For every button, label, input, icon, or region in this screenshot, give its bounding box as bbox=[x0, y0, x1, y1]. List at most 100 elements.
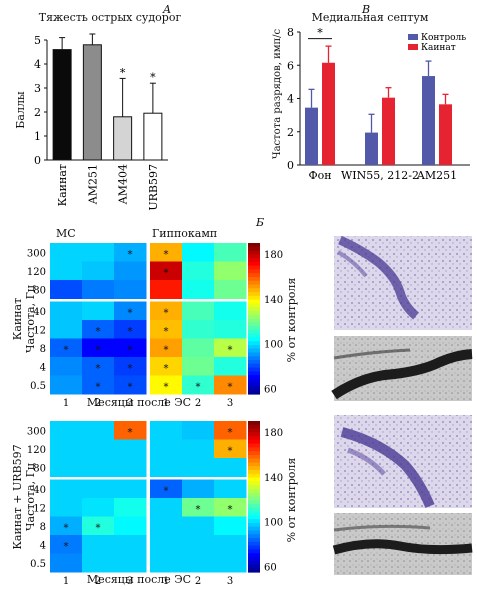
colorbar-segment bbox=[248, 549, 260, 554]
heatmap-cell bbox=[50, 338, 83, 358]
heatmap-significance: * bbox=[164, 363, 169, 374]
colorbar-segment bbox=[248, 436, 260, 441]
chart-a-bar bbox=[143, 112, 163, 161]
heatmap-cell bbox=[114, 516, 147, 536]
colorbar-segment bbox=[248, 246, 260, 252]
histology-micrograph-urb597 bbox=[334, 415, 472, 508]
colorbar-segment bbox=[248, 428, 260, 433]
colorbar-tick-label: 180 bbox=[264, 428, 283, 439]
chart-a-y-tick-label: 1 bbox=[34, 130, 41, 143]
heatmap-row-label: 40 bbox=[33, 307, 46, 318]
heatmap-cell bbox=[150, 458, 183, 477]
heatmap-cell bbox=[50, 243, 83, 262]
heatmap-cell bbox=[150, 479, 183, 499]
chart-a-y-tick-label: 2 bbox=[34, 106, 41, 119]
heatmap-col-label: 1 bbox=[163, 398, 169, 409]
heatmap-cell bbox=[150, 516, 183, 536]
heatmap-col-label: 1 bbox=[63, 398, 69, 409]
chart-v-significance: * bbox=[317, 27, 323, 40]
colorbar-segment bbox=[248, 273, 260, 278]
chart-a-y-tick-label: 5 bbox=[34, 34, 41, 47]
heatmap-cell bbox=[182, 439, 215, 459]
colorbar-segment bbox=[248, 378, 260, 384]
heatmap-cell bbox=[214, 243, 247, 262]
chart-v-category-label: Фон bbox=[308, 169, 331, 182]
heatmap-cell bbox=[50, 535, 83, 554]
heatmap-cell bbox=[114, 498, 147, 517]
heatmap-cell bbox=[150, 439, 183, 459]
heatmap-cell bbox=[50, 458, 83, 477]
heatmap-cell bbox=[114, 338, 147, 358]
heatmap-cell bbox=[182, 458, 215, 477]
colorbar-segment bbox=[248, 477, 260, 482]
heatmap-cell bbox=[114, 301, 147, 321]
chart-v-legend-label: Контроль bbox=[421, 33, 466, 43]
heatmap-row-label: 300 bbox=[27, 248, 46, 259]
heatmap-cell bbox=[150, 421, 183, 440]
heatmap-cell bbox=[214, 458, 247, 477]
kainate-urb597-heatmaps: Каинат + URB597 Частота, Гц Месяцы после… bbox=[11, 421, 298, 587]
colorbar-segment bbox=[248, 443, 260, 449]
heatmap-cell bbox=[150, 535, 183, 554]
colorbar-segment bbox=[248, 341, 260, 346]
heatmap-significance: * bbox=[164, 345, 169, 356]
colorbar-segment bbox=[248, 280, 260, 286]
heatmap-cell bbox=[82, 261, 115, 281]
colorbar-tick-label: 100 bbox=[264, 518, 283, 529]
colorbar-segment bbox=[248, 553, 260, 558]
heatmap-cell bbox=[214, 553, 247, 573]
colorbar-tick-label: 140 bbox=[264, 473, 283, 484]
heatmap-col-label: 2 bbox=[95, 576, 101, 587]
colorbar-segment bbox=[248, 496, 260, 501]
heatmap-cell bbox=[214, 261, 247, 281]
heatmap-cell bbox=[182, 479, 215, 499]
chart-a-y-tick-label: 4 bbox=[34, 58, 41, 71]
heatmap-cell bbox=[150, 320, 183, 339]
heatmap-col-label: 2 bbox=[95, 398, 101, 409]
chart-v-legend-label: Каинат bbox=[421, 43, 456, 53]
chart-a-significance: * bbox=[150, 71, 156, 84]
heatmap-cell bbox=[182, 498, 215, 517]
heatmap-significance: * bbox=[96, 363, 101, 374]
heatmap-significance: * bbox=[96, 523, 101, 534]
colorbar-segment bbox=[248, 447, 260, 452]
heatmap-row-label: 0.5 bbox=[30, 559, 46, 570]
colorbar-segment bbox=[248, 515, 260, 520]
heatmap-cell bbox=[82, 421, 115, 440]
colorbar-tick-label: 140 bbox=[264, 295, 283, 306]
heatmap-cell bbox=[150, 357, 183, 376]
heatmap-cell bbox=[114, 439, 147, 459]
heatmap-cell bbox=[82, 479, 115, 499]
heatmap-cell bbox=[214, 280, 247, 299]
hm1-xlabel: Месяцы после ЭС bbox=[87, 396, 191, 409]
colorbar-segment bbox=[248, 375, 260, 380]
heatmap-row-label: 120 bbox=[27, 267, 46, 278]
colorbar-segment bbox=[248, 258, 260, 263]
colorbar-segment bbox=[248, 507, 260, 513]
heatmap-row-label: 0.5 bbox=[30, 381, 46, 392]
chart-v-bar bbox=[305, 107, 318, 165]
colorbar-segment bbox=[248, 348, 260, 354]
colorbar-segment bbox=[248, 432, 260, 437]
chart-v-ylabel: Частота разрядов, имп/с bbox=[272, 28, 283, 159]
heatmap-significance: * bbox=[64, 523, 69, 534]
heatmap-cell bbox=[182, 357, 215, 376]
heatmap-cell bbox=[150, 553, 183, 573]
heatmap-cell bbox=[182, 280, 215, 299]
colorbar-segment bbox=[248, 269, 260, 274]
colorbar-segment bbox=[248, 390, 260, 395]
heatmap-significance: * bbox=[64, 345, 69, 356]
colorbar-segment bbox=[248, 473, 260, 479]
colorbar-segment bbox=[248, 530, 260, 535]
colorbar-segment bbox=[248, 295, 260, 301]
heatmap-cell bbox=[82, 338, 115, 358]
heatmap-cell bbox=[50, 261, 83, 281]
heatmap-cell bbox=[50, 479, 83, 499]
heatmap-cell bbox=[82, 243, 115, 262]
colorbar-segment bbox=[248, 299, 260, 304]
chart-a-category-label: AM251 bbox=[86, 164, 99, 205]
colorbar-segment bbox=[248, 386, 260, 391]
heatmap-cell bbox=[214, 320, 247, 339]
colorbar-segment bbox=[248, 243, 260, 248]
